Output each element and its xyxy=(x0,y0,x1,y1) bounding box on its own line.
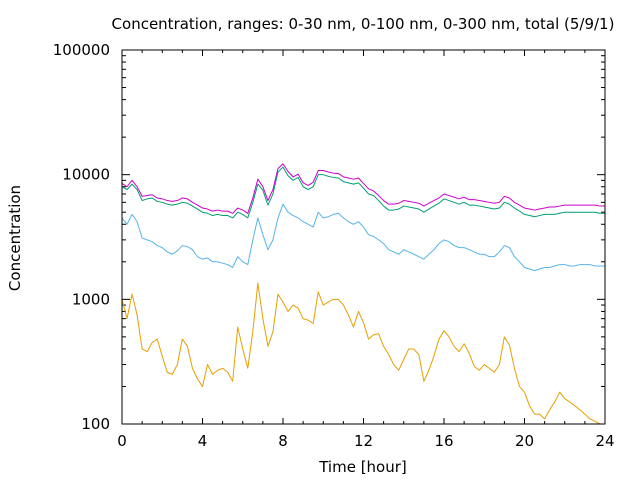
y-axis-label: Concentration xyxy=(6,185,24,291)
y-tick-label: 10000 xyxy=(62,166,110,184)
chart-title: Concentration, ranges: 0-30 nm, 0-100 nm… xyxy=(112,15,615,33)
series-layer xyxy=(121,163,605,425)
series-line-1 xyxy=(121,282,605,425)
x-tick-label: 16 xyxy=(434,432,453,450)
y-tick-label: 1000 xyxy=(72,290,110,308)
series-line-3 xyxy=(121,166,605,219)
x-tick-label: 4 xyxy=(198,432,208,450)
x-tick-label: 20 xyxy=(515,432,534,450)
x-tick-label: 0 xyxy=(117,432,127,450)
x-tick-label: 12 xyxy=(354,432,373,450)
series-line-4 xyxy=(121,163,605,214)
series-line-2 xyxy=(121,203,605,272)
x-axis-label: Time [hour] xyxy=(318,458,407,476)
x-tick-label: 24 xyxy=(595,432,614,450)
y-tick-label: 100000 xyxy=(53,41,110,59)
y-tick-label: 100 xyxy=(81,415,110,433)
plot-frame xyxy=(121,49,606,425)
axes: 0 4 8 12 16 20 24 100 1000 10000 100000 xyxy=(53,41,615,450)
x-tick-label: 8 xyxy=(278,432,288,450)
